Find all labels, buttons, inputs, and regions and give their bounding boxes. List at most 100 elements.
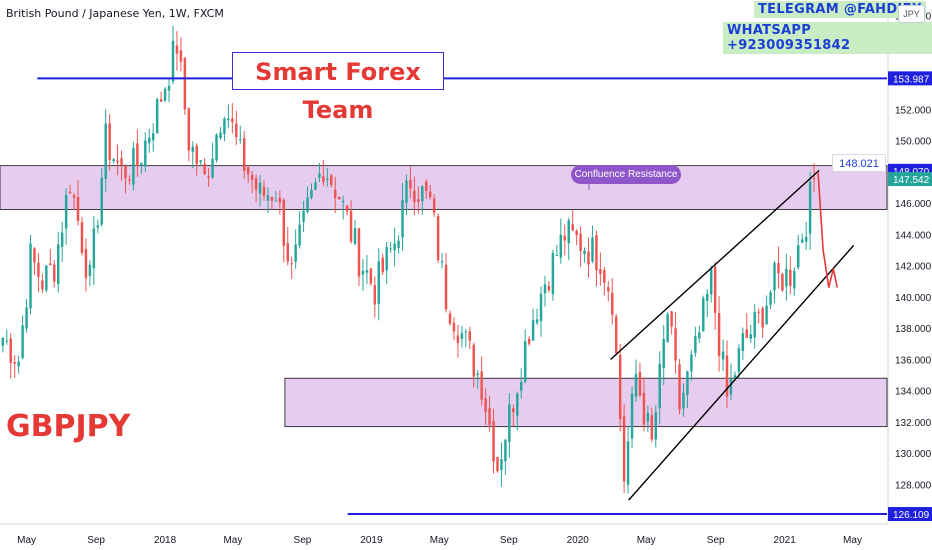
candle-body — [709, 268, 713, 295]
price-tick-label: 152.000 — [895, 105, 932, 116]
candle-body — [242, 138, 246, 171]
candle — [737, 344, 741, 378]
candle-body — [1, 337, 5, 346]
candle-body — [314, 182, 317, 190]
candle-body — [60, 232, 64, 247]
candle — [345, 205, 349, 216]
candle-body — [53, 264, 56, 282]
candle — [393, 227, 396, 267]
lines-layer — [37, 77, 887, 516]
candle-body — [690, 354, 693, 372]
candle-body — [773, 262, 776, 291]
candle-body — [769, 292, 772, 305]
candle-body — [480, 371, 483, 400]
candle — [13, 355, 16, 378]
candle — [322, 159, 325, 187]
candle — [49, 248, 52, 266]
candle — [159, 91, 163, 102]
candle-body — [33, 248, 36, 263]
candle — [381, 253, 384, 276]
candle-body — [777, 262, 780, 274]
candle-body — [417, 199, 420, 203]
candle-body — [516, 393, 519, 416]
candle — [318, 163, 321, 183]
price-tick-label: 132.000 — [895, 418, 932, 429]
candle — [535, 308, 539, 325]
candle-body — [116, 160, 119, 163]
candle — [76, 180, 80, 226]
candle — [155, 97, 159, 134]
candle-body — [563, 235, 566, 241]
candle-body — [583, 250, 586, 255]
candle-body — [68, 191, 72, 193]
candle-body — [555, 255, 559, 257]
candle-body — [29, 243, 32, 309]
candle — [104, 109, 107, 192]
price-tick-label: 130.000 — [895, 449, 932, 460]
candle-body — [112, 159, 115, 162]
candle — [523, 329, 527, 384]
candle-body — [132, 147, 135, 185]
candle — [694, 326, 697, 357]
candle-body — [749, 334, 752, 339]
candle — [812, 163, 816, 193]
candle-body — [5, 340, 9, 342]
candle-body — [401, 199, 404, 238]
trendline — [610, 169, 820, 360]
candle — [298, 211, 301, 249]
candle-body — [254, 178, 258, 190]
candle — [357, 227, 361, 287]
candle-body — [155, 99, 159, 134]
candle — [219, 126, 222, 140]
candle-body — [151, 133, 155, 141]
candle-body — [547, 285, 551, 291]
candle — [440, 252, 444, 269]
candle — [151, 123, 155, 152]
candle — [334, 176, 337, 214]
candle — [353, 220, 357, 246]
pair-label: GBPJPY — [6, 409, 131, 444]
candle-body — [108, 123, 111, 161]
candle — [599, 252, 602, 286]
candle — [666, 311, 669, 343]
candle-body — [231, 118, 234, 123]
candle-body — [607, 287, 610, 292]
candle — [124, 164, 127, 194]
candle — [337, 196, 341, 200]
candle-body — [492, 421, 495, 462]
candle-body — [737, 348, 741, 372]
candle — [539, 286, 543, 337]
whatsapp-badge: WHATSAPP +923009351842 — [723, 22, 932, 54]
trendline — [628, 244, 855, 501]
candle — [729, 363, 733, 401]
candle-body — [334, 189, 337, 199]
candle — [314, 178, 317, 190]
candle-body — [413, 190, 416, 203]
candle-body — [385, 247, 388, 271]
candle-body — [436, 215, 440, 261]
candle-body — [808, 181, 812, 234]
candle-body — [120, 158, 123, 166]
candle-body — [713, 266, 717, 313]
candle-body — [575, 230, 578, 236]
candle — [595, 230, 598, 287]
candle-body — [496, 456, 499, 472]
candle — [765, 295, 768, 325]
candle — [29, 234, 32, 315]
candle — [785, 253, 788, 301]
candle — [512, 404, 515, 426]
currency-button[interactable]: JPY — [898, 5, 925, 23]
candle — [258, 174, 262, 207]
price-tick-label: 138.000 — [895, 324, 932, 335]
candle-body — [140, 163, 143, 166]
candle-body — [464, 331, 468, 333]
candle-body — [642, 392, 646, 425]
candle — [618, 343, 622, 432]
candle-body — [571, 224, 574, 231]
candle-body — [421, 186, 424, 202]
candle-body — [432, 198, 436, 213]
candle — [417, 186, 420, 214]
